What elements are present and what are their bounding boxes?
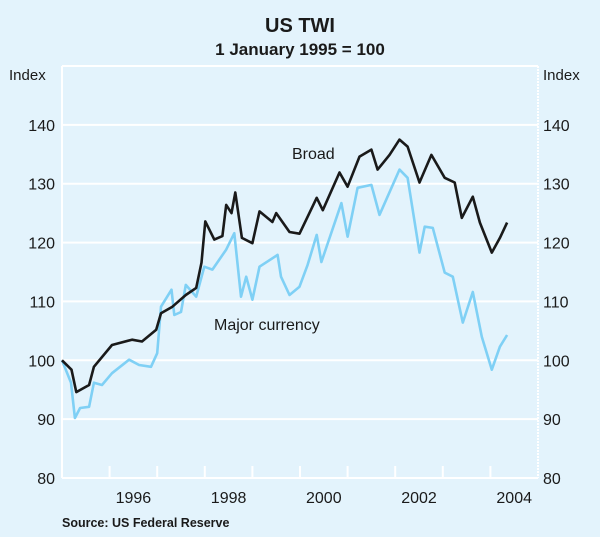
y-ticks-right: 80 90 100 110 120 130 140 [543, 118, 570, 488]
y-tick-label-right: 90 [543, 412, 561, 429]
y-tick-label-right: 130 [543, 177, 570, 194]
series-label-broad: Broad [292, 146, 335, 163]
y-tick-label-right: 120 [543, 236, 570, 253]
chart-subtitle: 1 January 1995 = 100 [215, 40, 385, 59]
x-tick-label: 2004 [496, 490, 532, 507]
y-tick-label-left: 120 [28, 236, 55, 253]
series-lines [60, 138, 509, 420]
y-axis-label-right: Index [543, 67, 580, 84]
y-tick-label-right: 140 [543, 118, 570, 135]
chart-title: US TWI [265, 15, 335, 37]
y-tick-label-right: 80 [543, 471, 561, 488]
y-tick-label-left: 140 [28, 118, 55, 135]
gridlines [61, 65, 539, 479]
series-line-broad [61, 138, 509, 394]
source-note: Source: US Federal Reserve [62, 516, 229, 530]
y-tick-label-left: 100 [28, 353, 55, 370]
y-tick-label-left: 80 [37, 471, 55, 488]
x-tick-label: 1998 [211, 490, 247, 507]
x-tick-label: 2002 [401, 490, 437, 507]
y-tick-label-left: 130 [28, 177, 55, 194]
y-ticks-left: 80 90 100 110 120 130 140 [28, 118, 55, 488]
x-ticks: 1996 1998 2000 2002 2004 [108, 466, 532, 507]
series-label-major-currency: Major currency [214, 317, 320, 334]
series-line-major-currency [60, 168, 509, 420]
x-tick-label: 2000 [306, 490, 342, 507]
y-axis-label-left: Index [9, 67, 46, 84]
y-tick-label-left: 90 [37, 412, 55, 429]
y-tick-label-left: 110 [29, 294, 55, 311]
y-tick-label-right: 110 [543, 294, 569, 311]
y-tick-label-right: 100 [543, 353, 570, 370]
x-tick-label: 1996 [116, 490, 152, 507]
